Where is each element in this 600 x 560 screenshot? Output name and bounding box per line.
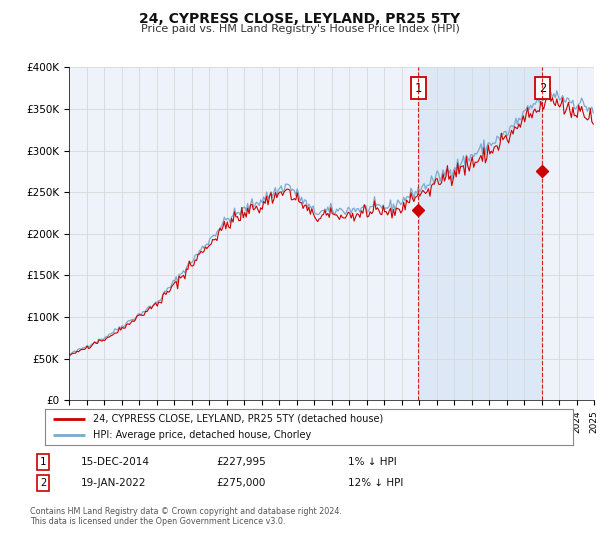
Text: 15-DEC-2014: 15-DEC-2014 (81, 457, 150, 467)
Text: Price paid vs. HM Land Registry's House Price Index (HPI): Price paid vs. HM Land Registry's House … (140, 24, 460, 34)
Text: 1% ↓ HPI: 1% ↓ HPI (348, 457, 397, 467)
Text: 12% ↓ HPI: 12% ↓ HPI (348, 478, 403, 488)
Text: 1: 1 (40, 457, 46, 467)
Text: 2: 2 (40, 478, 46, 488)
Text: HPI: Average price, detached house, Chorley: HPI: Average price, detached house, Chor… (92, 431, 311, 440)
Text: £275,000: £275,000 (216, 478, 265, 488)
Text: 2: 2 (539, 82, 546, 95)
Text: 1: 1 (415, 82, 422, 95)
Bar (418, 67, 542, 400)
Text: £227,995: £227,995 (216, 457, 266, 467)
Text: Contains HM Land Registry data © Crown copyright and database right 2024.
This d: Contains HM Land Registry data © Crown c… (30, 507, 342, 526)
Text: 24, CYPRESS CLOSE, LEYLAND, PR25 5TY (detached house): 24, CYPRESS CLOSE, LEYLAND, PR25 5TY (de… (92, 414, 383, 423)
Text: 24, CYPRESS CLOSE, LEYLAND, PR25 5TY: 24, CYPRESS CLOSE, LEYLAND, PR25 5TY (139, 12, 461, 26)
Text: 19-JAN-2022: 19-JAN-2022 (81, 478, 146, 488)
